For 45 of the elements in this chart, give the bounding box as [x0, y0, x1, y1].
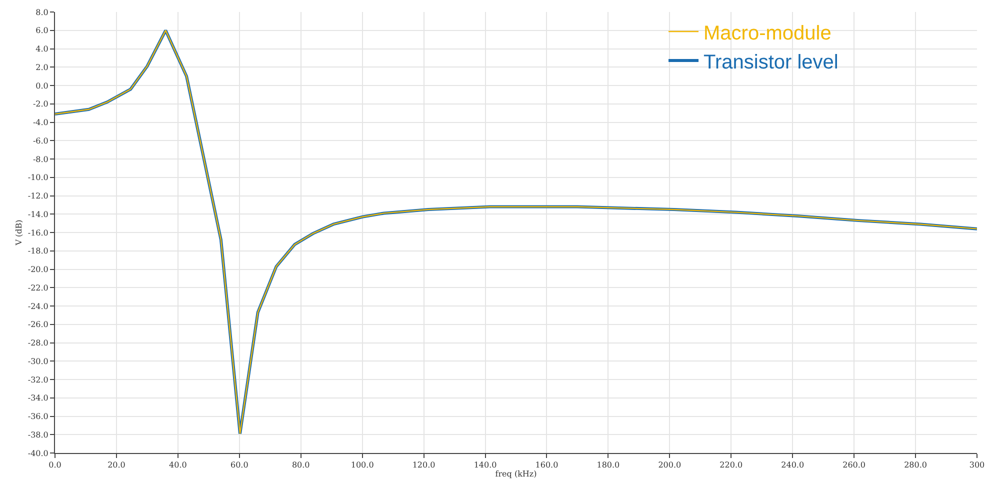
y-tick-label: -28.0: [28, 338, 48, 348]
x-axis-title: freq (kHz): [495, 470, 537, 479]
y-tick-label: 0.0: [36, 81, 48, 90]
y-tick-label: -8.0: [32, 154, 48, 164]
y-tick-label: -12.0: [28, 192, 48, 201]
y-tick-label: -32.0: [28, 375, 48, 384]
y-axis-title: V (dB): [14, 220, 24, 246]
x-tick-label: 220.0: [720, 460, 743, 470]
y-tick-label: -2.0: [32, 100, 48, 109]
y-tick-label: -10.0: [28, 173, 48, 182]
y-tick-label: -30.0: [28, 356, 48, 366]
y-tick-label: -38.0: [28, 430, 48, 440]
y-tick-label: -4.0: [32, 118, 48, 128]
legend-label: Macro-module: [704, 22, 832, 44]
x-tick-label: 80.0: [292, 460, 310, 470]
x-tick-label: 300: [969, 460, 985, 470]
y-tick-label: -36.0: [28, 412, 48, 422]
y-tick-label: -40.0: [28, 448, 48, 458]
x-tick-label: 40.0: [169, 460, 187, 470]
x-tick-label: 140.0: [474, 460, 497, 470]
y-tick-label: -20.0: [28, 265, 48, 274]
legend-label: Transistor level: [704, 51, 838, 74]
x-tick-label: 280.0: [904, 460, 927, 470]
y-tick-label: -24.0: [28, 302, 48, 311]
x-tick-label: 160.0: [535, 460, 558, 470]
x-tick-label: 20.0: [108, 460, 126, 470]
x-tick-label: 240.0: [781, 460, 804, 470]
x-tick-label: 200.0: [658, 460, 682, 470]
y-tick-label: 8.0: [36, 8, 48, 17]
x-tick-label: 120.0: [412, 460, 436, 470]
x-tick-label: 260.0: [842, 460, 866, 470]
y-tick-label: 4.0: [36, 44, 48, 54]
y-tick-label: -18.0: [28, 246, 48, 256]
y-tick-label: -6.0: [32, 136, 48, 146]
y-tick-label: -34.0: [28, 394, 48, 403]
y-tick-label: -16.0: [28, 228, 48, 238]
y-tick-label: -14.0: [28, 210, 48, 219]
x-tick-label: 100.0: [350, 460, 374, 470]
x-tick-label: 60.0: [230, 460, 248, 470]
x-tick-label: 0.0: [48, 460, 62, 470]
y-tick-label: -22.0: [28, 283, 48, 292]
y-tick-label: 6.0: [36, 26, 48, 36]
y-tick-label: -26.0: [28, 320, 48, 330]
y-tick-label: 2.0: [36, 62, 48, 72]
x-tick-label: 180.0: [596, 460, 620, 470]
